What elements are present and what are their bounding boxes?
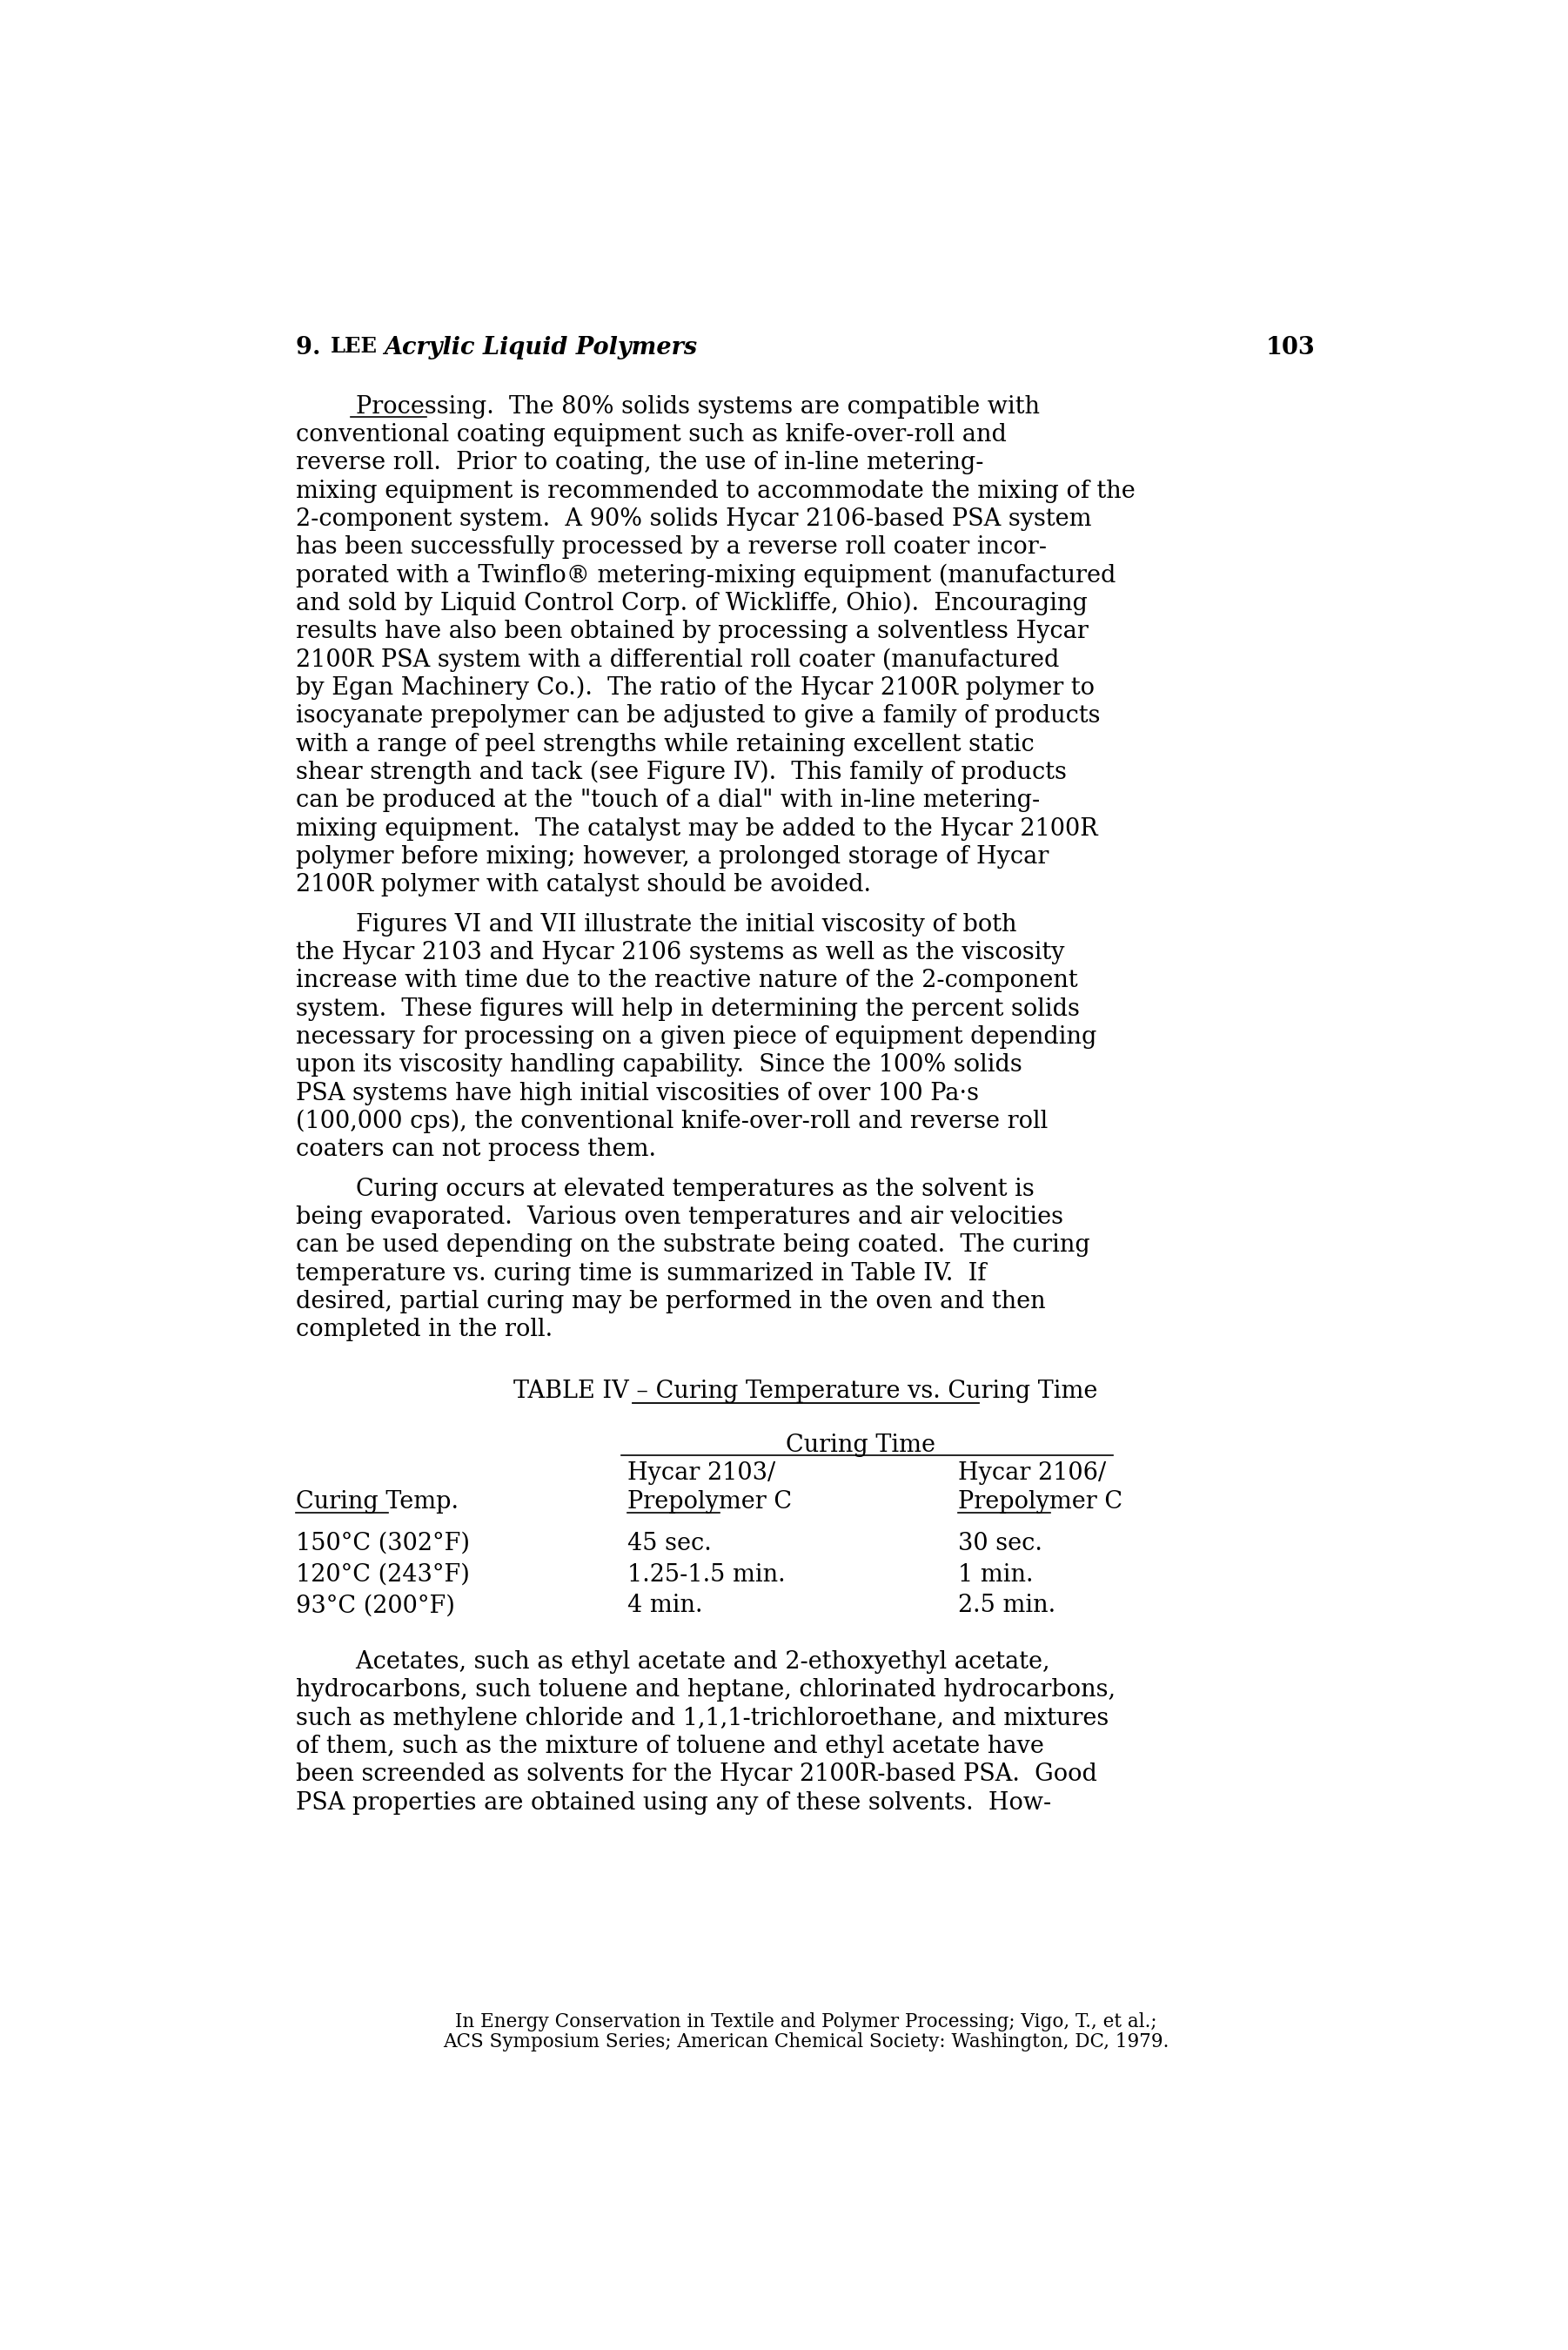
Text: 4 min.: 4 min. [627,1593,702,1617]
Text: temperature vs. curing time is summarized in Table IV.  If: temperature vs. curing time is summarize… [296,1262,986,1285]
Text: and sold by Liquid Control Corp. of Wickliffe, Ohio).  Encouraging: and sold by Liquid Control Corp. of Wick… [296,592,1088,616]
Text: LEE: LEE [331,336,378,357]
Text: can be produced at the "touch of a dial" with in-line metering-: can be produced at the "touch of a dial"… [296,790,1040,813]
Text: with a range of peel strengths while retaining excellent static: with a range of peel strengths while ret… [296,733,1035,757]
Text: mixing equipment is recommended to accommodate the mixing of the: mixing equipment is recommended to accom… [296,479,1135,503]
Text: completed in the roll.: completed in the roll. [296,1318,552,1342]
Text: Prepolymer C: Prepolymer C [627,1490,792,1513]
Text: been screended as solvents for the Hycar 2100R-based PSA.  Good: been screended as solvents for the Hycar… [296,1762,1098,1786]
Text: Curing Temp.: Curing Temp. [296,1490,458,1513]
Text: porated with a Twinflo® metering-mixing equipment (manufactured: porated with a Twinflo® metering-mixing … [296,564,1116,588]
Text: being evaporated.  Various oven temperatures and air velocities: being evaporated. Various oven temperatu… [296,1206,1063,1229]
Text: 103: 103 [1265,336,1316,360]
Text: 30 sec.: 30 sec. [958,1532,1043,1556]
Text: 1.25-1.5 min.: 1.25-1.5 min. [627,1563,786,1586]
Text: Figures VI and VII illustrate the initial viscosity of both: Figures VI and VII illustrate the initia… [296,912,1016,935]
Text: shear strength and tack (see Figure IV).  This family of products: shear strength and tack (see Figure IV).… [296,761,1066,785]
Text: Curing occurs at elevated temperatures as the solvent is: Curing occurs at elevated temperatures a… [296,1177,1035,1201]
Text: (100,000 cps), the conventional knife-over-roll and reverse roll: (100,000 cps), the conventional knife-ov… [296,1109,1047,1133]
Text: In Energy Conservation in Textile and Polymer Processing; Vigo, T., et al.;: In Energy Conservation in Textile and Po… [455,2012,1157,2030]
Text: TABLE IV – Curing Temperature vs. Curing Time: TABLE IV – Curing Temperature vs. Curing… [514,1379,1098,1403]
Text: Curing Time: Curing Time [786,1434,935,1457]
Text: 1 min.: 1 min. [958,1563,1033,1586]
Text: desired, partial curing may be performed in the oven and then: desired, partial curing may be performed… [296,1290,1046,1314]
Text: upon its viscosity handling capability.  Since the 100% solids: upon its viscosity handling capability. … [296,1053,1022,1076]
Text: 120°C (243°F): 120°C (243°F) [296,1563,470,1586]
Text: conventional coating equipment such as knife-over-roll and: conventional coating equipment such as k… [296,423,1007,446]
Text: 45 sec.: 45 sec. [627,1532,712,1556]
Text: can be used depending on the substrate being coated.  The curing: can be used depending on the substrate b… [296,1234,1090,1257]
Text: the Hycar 2103 and Hycar 2106 systems as well as the viscosity: the Hycar 2103 and Hycar 2106 systems as… [296,940,1065,963]
Text: ACS Symposium Series; American Chemical Society: Washington, DC, 1979.: ACS Symposium Series; American Chemical … [442,2033,1168,2052]
Text: PSA systems have high initial viscosities of over 100 Pa·s: PSA systems have high initial viscositie… [296,1081,978,1104]
Text: Processing.  The 80% solids systems are compatible with: Processing. The 80% solids systems are c… [296,395,1040,418]
Text: mixing equipment.  The catalyst may be added to the Hycar 2100R: mixing equipment. The catalyst may be ad… [296,818,1098,841]
Text: such as methylene chloride and 1,1,1-trichloroethane, and mixtures: such as methylene chloride and 1,1,1-tri… [296,1706,1109,1730]
Text: Hycar 2103/: Hycar 2103/ [627,1462,776,1485]
Text: system.  These figures will help in determining the percent solids: system. These figures will help in deter… [296,996,1080,1020]
Text: necessary for processing on a given piece of equipment depending: necessary for processing on a given piec… [296,1025,1096,1048]
Text: 2100R polymer with catalyst should be avoided.: 2100R polymer with catalyst should be av… [296,874,870,898]
Text: isocyanate prepolymer can be adjusted to give a family of products: isocyanate prepolymer can be adjusted to… [296,705,1101,728]
Text: Hycar 2106/: Hycar 2106/ [958,1462,1105,1485]
Text: 9.: 9. [296,336,337,360]
Text: results have also been obtained by processing a solventless Hycar: results have also been obtained by proce… [296,620,1088,644]
Text: Prepolymer C: Prepolymer C [958,1490,1123,1513]
Text: reverse roll.  Prior to coating, the use of in-line metering-: reverse roll. Prior to coating, the use … [296,451,983,475]
Text: polymer before mixing; however, a prolonged storage of Hycar: polymer before mixing; however, a prolon… [296,846,1049,870]
Text: Acrylic Liquid Polymers: Acrylic Liquid Polymers [384,336,696,360]
Text: 2100R PSA system with a differential roll coater (manufactured: 2100R PSA system with a differential rol… [296,649,1060,672]
Text: of them, such as the mixture of toluene and ethyl acetate have: of them, such as the mixture of toluene … [296,1734,1044,1758]
Text: 93°C (200°F): 93°C (200°F) [296,1593,455,1617]
Text: has been successfully processed by a reverse roll coater incor-: has been successfully processed by a rev… [296,536,1047,559]
Text: PSA properties are obtained using any of these solvents.  How-: PSA properties are obtained using any of… [296,1791,1051,1814]
Text: Acetates, such as ethyl acetate and 2-ethoxyethyl acetate,: Acetates, such as ethyl acetate and 2-et… [296,1650,1051,1673]
Text: increase with time due to the reactive nature of the 2-component: increase with time due to the reactive n… [296,968,1077,992]
Text: coaters can not process them.: coaters can not process them. [296,1137,655,1161]
Text: hydrocarbons, such toluene and heptane, chlorinated hydrocarbons,: hydrocarbons, such toluene and heptane, … [296,1678,1115,1701]
Text: 2-component system.  A 90% solids Hycar 2106-based PSA system: 2-component system. A 90% solids Hycar 2… [296,508,1091,531]
Text: 2.5 min.: 2.5 min. [958,1593,1055,1617]
Text: by Egan Machinery Co.).  The ratio of the Hycar 2100R polymer to: by Egan Machinery Co.). The ratio of the… [296,677,1094,700]
Text: 150°C (302°F): 150°C (302°F) [296,1532,470,1556]
